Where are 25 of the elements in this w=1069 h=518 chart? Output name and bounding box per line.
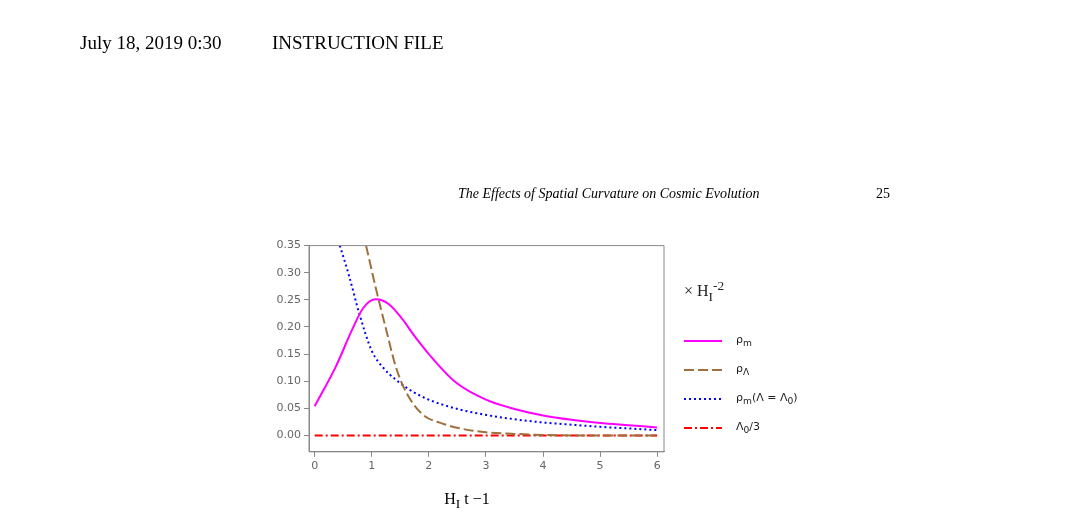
y-tick-label: 0.25 <box>276 292 301 306</box>
legend-label: Λ$_{0}$/3 <box>736 420 761 436</box>
legend-label: ρ$_{m}$(Λ = Λ$_{0}$) <box>736 391 798 407</box>
text: The Effects of Spatial Curvature on Cosmic Evolution <box>458 186 760 202</box>
legend-label: ρ$_{Λ}$ <box>736 362 750 378</box>
y-tick-label: 0.35 <box>276 238 301 252</box>
x-tick-label: 0 <box>311 459 319 473</box>
x-tick-label: 1 <box>368 459 376 473</box>
y-tick-label: 0.30 <box>276 265 301 279</box>
text: INSTRUCTION FILE <box>272 32 444 54</box>
y-tick-label: 0.15 <box>276 346 301 360</box>
legend-label: ρ$_{m}$ <box>736 333 752 349</box>
y-tick-label: 0.20 <box>276 319 301 333</box>
y-tick-label: 0.00 <box>276 428 301 442</box>
text: July 18, 2019 0:30 <box>80 32 222 54</box>
x-tick-label: 4 <box>539 459 547 473</box>
x-tick-label: 5 <box>596 459 604 473</box>
x-axis-title: H$_{I}$ t −1 <box>443 490 491 513</box>
text: 25 <box>876 186 890 202</box>
line-series <box>313 298 659 429</box>
x-tick-label: 3 <box>482 459 490 473</box>
x-tick-label: 2 <box>425 459 433 473</box>
x-tick-label: 6 <box>653 459 661 473</box>
y-tick-label: 0.10 <box>276 374 301 388</box>
y-tick-label: 0.05 <box>276 401 301 415</box>
